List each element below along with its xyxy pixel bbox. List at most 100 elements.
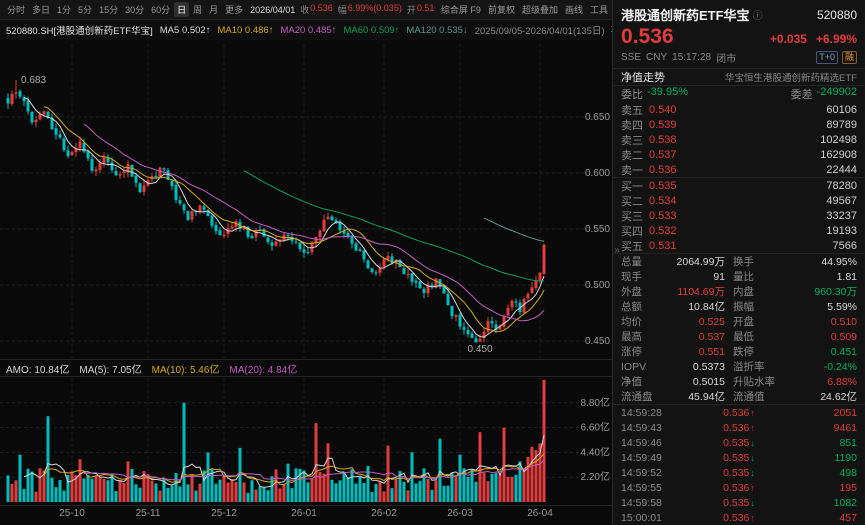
volume-bar [102,478,106,502]
price-ma-line [43,106,545,333]
candle-body [70,151,74,156]
volume-bar [154,483,158,502]
tick-trade-row: 14:59:58 0.535↓ 1082 [621,496,857,509]
tick-trade-row: 15:00:01 0.536↑ 457 [621,511,857,524]
fund-full-name: 华宝恒生港股通创新药精选ETF [725,73,857,84]
tick-trade-row: 14:59:43 0.536↑ 9461 [621,421,857,434]
up-arrow-icon: ↑ [750,422,755,433]
adjust-mode-button[interactable]: 不除权 [611,23,612,37]
volume-bar [182,402,186,502]
up-arrow-icon: ↑ [750,482,755,493]
period-button[interactable]: 5分 [78,5,93,15]
change-percent: +6.99% [815,32,857,46]
period-button[interactable]: 多日 [32,5,51,15]
order-book-row[interactable]: 卖五 0.540 60106 [621,104,857,117]
chart-pane: 分时 多日 1分 5分 15分 30分 60分日周月更多 2026/04/01 收 0.536… [0,0,612,525]
candle-body [18,91,22,97]
toolbar-tool[interactable]: 超级叠加 [521,5,558,15]
candle-body [534,280,538,288]
volume-bar [390,488,394,502]
ma-indicator-labels: MA5 0.502↑ MA10 0.486↑ MA20 0.485↑ MA60 0.5… [160,25,468,36]
tick-trade-list[interactable]: 14:59:28 0.536↑ 2051 14:59:43 0.536↑ 9461 14:5… [613,405,865,525]
volume-bar [302,470,306,502]
candle-body [390,256,394,264]
candle-body [118,174,122,176]
market-status: 闭市 [716,54,737,65]
amount-indicator-labels: AMO: 10.84亿 MA(5): 7.05亿 MA(10): 5.46亿 MA(2… [6,361,297,376]
volume-bar [86,474,90,502]
period-button[interactable]: 日 [174,2,190,17]
quote-field: 开0.510 [406,3,435,15]
divider [613,253,865,254]
volume-bar [166,487,170,502]
volume-bar [414,483,418,502]
candle-body [378,267,382,273]
candle-body [322,219,326,231]
volume-bar [62,490,66,502]
volume-bar [322,473,326,502]
period-button[interactable]: 15分 [99,5,119,15]
quote-header: 港股通创新药ETF华宝 ⓘ 520880 [613,0,865,25]
toolbar-tool[interactable]: 前复权 [487,5,515,15]
order-book-row[interactable]: 买二 0.534 49567 [621,195,857,208]
info-icon[interactable]: ⓘ [752,11,763,22]
candle-body [530,287,534,293]
volume-bar [142,471,146,502]
volume-bar [110,473,114,502]
order-book-row[interactable]: 买一 0.535 78280 [621,180,857,193]
volume-bar [270,476,274,502]
toolbar-tool[interactable]: 综合屏 F9 [440,5,481,15]
volume-bar [474,481,478,502]
period-button[interactable]: 周 [193,5,203,15]
order-book-row[interactable]: 买五 0.531 7566 [621,240,857,253]
stat-row: 外盘 1104.69万 内盘 960.30万 [621,286,857,298]
volume-bar [538,443,542,502]
weicha-value: -249902 [816,86,857,98]
candlestick-chart[interactable]: 0.650 0.600 0.550 0.500 0.450 8.80亿 6.60亿 4.40亿… [0,40,612,525]
candle-body [318,230,322,238]
volume-bar [498,474,502,502]
volume-bar [30,471,34,502]
candle-body [466,329,470,335]
tick-trade-row: 14:59:55 0.536↑ 195 [621,481,857,494]
period-button[interactable]: 60分 [151,5,171,15]
date-range-wrap: 2025/09/05-2026/04/01(135日) 不除权 [475,23,612,37]
period-button[interactable]: 更多 [225,5,244,15]
period-button[interactable]: 月 [209,5,219,15]
volume-bar [466,476,470,502]
candle-body [46,111,50,119]
volume-axis-label: 4.40亿 [581,445,610,458]
badge: T+0 [816,51,838,64]
volume-ma-line [23,435,545,488]
price-ma-line [23,97,545,338]
period-button[interactable]: 30分 [125,5,145,15]
up-arrow-icon: ↑ [750,407,755,418]
candle-body [398,260,402,268]
order-book-row[interactable]: 卖二 0.537 162908 [621,149,857,162]
order-book-row[interactable]: 卖四 0.539 89789 [621,119,857,132]
x-axis-label: 25-10 [59,508,85,519]
candle-body [134,175,138,183]
candle-body [294,241,298,243]
collapse-panel-icon[interactable]: » [614,245,620,256]
volume-bar [66,474,70,502]
toolbar-tool[interactable]: 画线 [564,5,583,15]
stat-row: 总额 10.84亿 振幅 5.59% [621,300,857,314]
period-button[interactable]: 1分 [57,5,72,15]
toolbar-tool[interactable]: 工具 [589,5,608,15]
order-book-row[interactable]: 卖三 0.538 102498 [621,134,857,147]
price-change: +0.035 +6.99% [770,32,857,46]
candle-body [250,235,254,239]
nav-trend-link[interactable]: 净值走势 [621,72,665,84]
order-book-row[interactable]: 买三 0.533 33237 [621,210,857,223]
period-button[interactable]: 分时 [7,5,26,15]
volume-bar [454,476,458,502]
candle-body [170,180,174,187]
volume-bar [514,474,518,502]
candle-body [374,272,378,274]
volume-bar [126,461,130,502]
candle-body [262,229,266,237]
candle-body [162,168,166,170]
order-book-row[interactable]: 卖一 0.536 22444 [621,164,857,177]
order-book-row[interactable]: 买四 0.532 19193 [621,225,857,238]
